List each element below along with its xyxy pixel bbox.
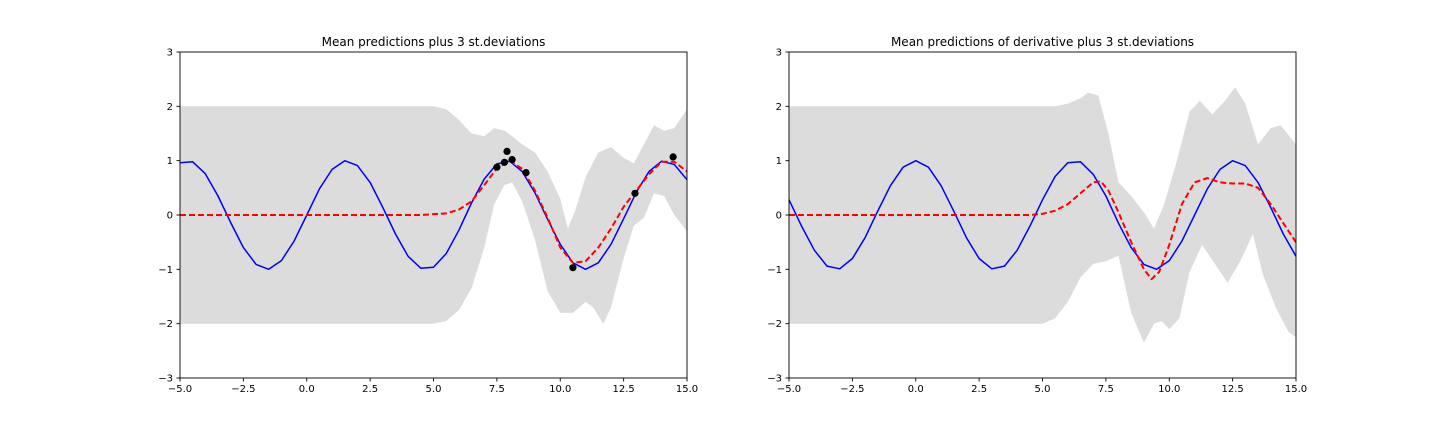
x-tick-label: 10.0: [1158, 384, 1180, 395]
y-tick-label: 0: [167, 211, 173, 222]
y-tick-label: −2: [158, 319, 173, 330]
x-tick-label: 12.5: [1221, 384, 1243, 395]
chart-title: Mean predictions plus 3 st.deviations: [322, 35, 546, 49]
right-chart-panel: −5.0 −2.5 0.0 2.5 5.0 7.5 10.0 12.5 15.0 −3 −2 −1 0 1…: [767, 35, 1307, 395]
y-tick-label: −2: [767, 319, 782, 330]
x-tick-label: 0.0: [299, 384, 315, 395]
y-tick-label: 0: [776, 211, 782, 222]
chart-title: Mean predictions of derivative plus 3 st…: [891, 35, 1194, 49]
x-tick-label: 12.5: [612, 384, 634, 395]
y-tick-label: 3: [776, 48, 782, 59]
x-tick-label: 2.5: [362, 384, 378, 395]
x-tick-label: 7.5: [1098, 384, 1114, 395]
x-tick-label: 2.5: [971, 384, 987, 395]
x-tick-label: 5.0: [426, 384, 442, 395]
true-function-line: [789, 159, 1296, 271]
x-tick-label: 0.0: [908, 384, 924, 395]
observation-point: [669, 153, 677, 161]
y-tick-label: −1: [158, 265, 173, 276]
x-tick-label: 10.0: [549, 384, 571, 395]
x-tick-label: 15.0: [1285, 384, 1307, 395]
observation-point: [522, 169, 530, 177]
y-tick-label: 1: [776, 156, 782, 167]
left-chart-panel: −5.0 −2.5 0.0 2.5 5.0 7.5 10.0 12.5 15.0 −3 −2 −1 0 1…: [158, 35, 698, 395]
y-tick-label: 2: [776, 102, 782, 113]
x-tick-label: −2.5: [231, 384, 255, 395]
x-tick-label: −5.0: [777, 384, 801, 395]
x-tick-label: −2.5: [840, 384, 864, 395]
x-tick-label: 7.5: [489, 384, 505, 395]
observation-point: [631, 189, 639, 197]
y-tick-label: 2: [167, 102, 173, 113]
y-tick-label: −3: [158, 374, 173, 385]
y-tick-label: 3: [167, 48, 173, 59]
true-function-line: [180, 159, 687, 271]
observation-point: [508, 156, 516, 164]
y-tick-label: 1: [167, 156, 173, 167]
observation-point: [569, 264, 577, 272]
observation-point: [493, 163, 501, 171]
observation-point: [500, 158, 509, 166]
uncertainty-band: [789, 87, 1296, 343]
x-tick-label: 5.0: [1035, 384, 1051, 395]
mean-prediction-line: [789, 177, 1296, 281]
observation-point: [503, 147, 511, 155]
y-tick-label: −1: [767, 265, 782, 276]
mean-prediction-line: [180, 159, 687, 264]
y-tick-label: −3: [767, 374, 782, 385]
x-tick-label: 15.0: [676, 384, 698, 395]
x-tick-label: −5.0: [168, 384, 192, 395]
